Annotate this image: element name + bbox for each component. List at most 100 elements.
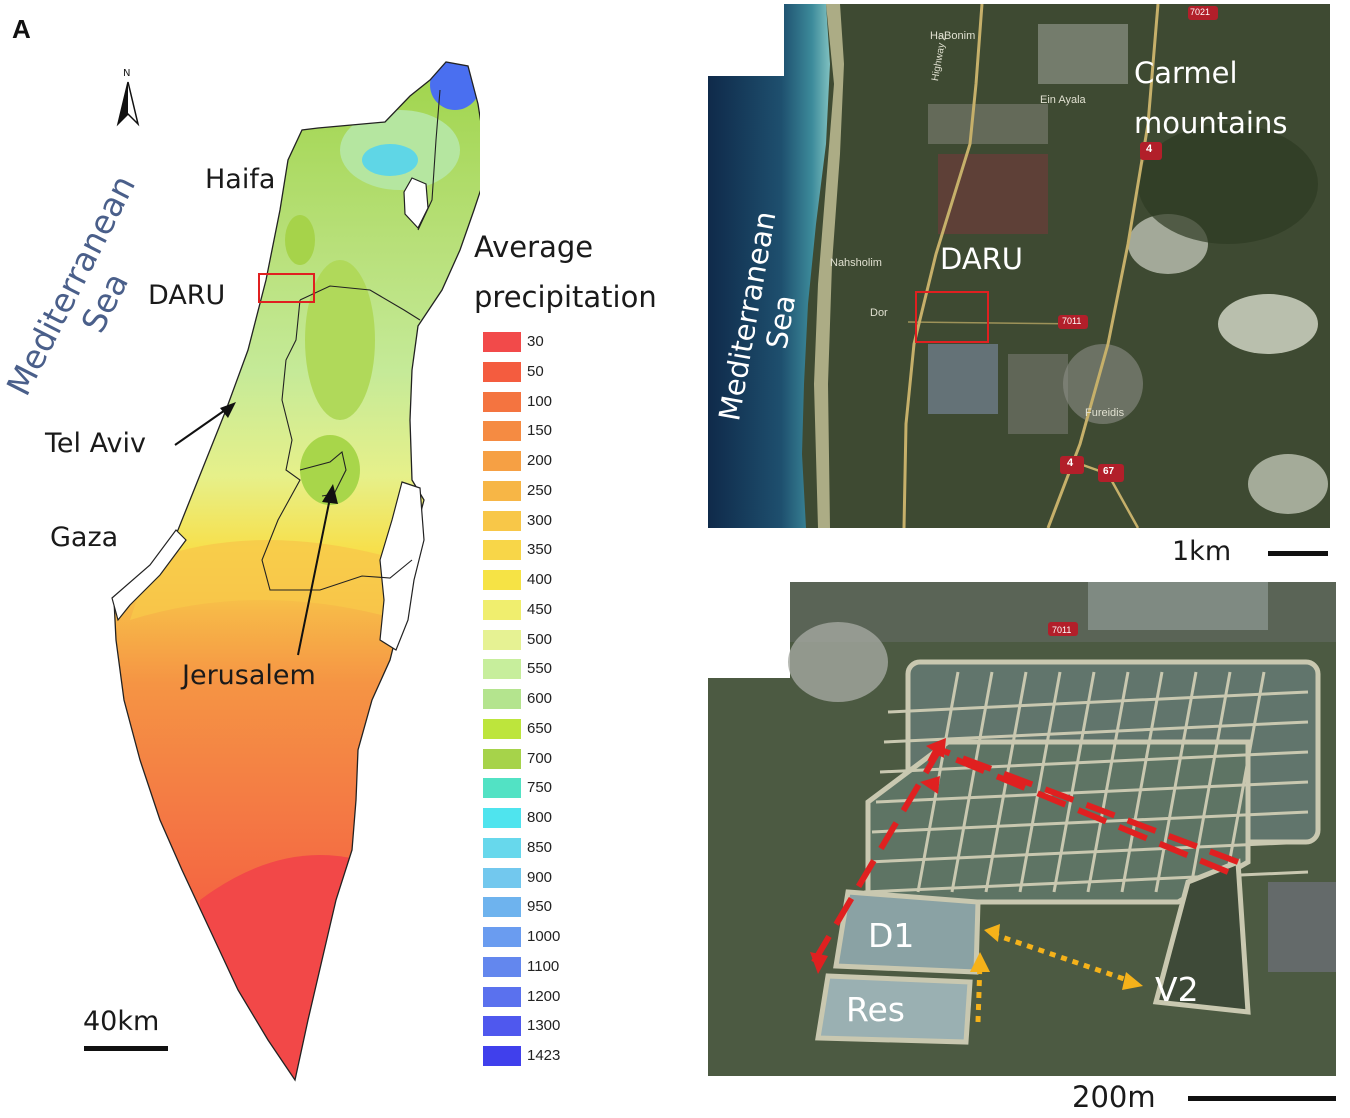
daru-label-b: DARU bbox=[940, 242, 1024, 276]
legend-swatch bbox=[483, 599, 521, 620]
scale-label-c: 200m bbox=[1072, 1080, 1156, 1114]
legend-item-800: 800 bbox=[483, 808, 603, 828]
road-shield-7011 bbox=[1058, 315, 1088, 329]
legend-swatch bbox=[483, 510, 521, 531]
road-label-4-top: 4 bbox=[1146, 143, 1153, 155]
legend-value: 1100 bbox=[527, 957, 560, 975]
legend-item-1200: 1200 bbox=[483, 986, 603, 1007]
legend-swatch bbox=[483, 778, 521, 799]
place-dor: Dor bbox=[870, 307, 888, 319]
road-label-67: 67 bbox=[1103, 466, 1115, 477]
legend-item-500: 500 bbox=[483, 629, 603, 650]
daru-site-aerial bbox=[708, 582, 1336, 1076]
satellite-map-region bbox=[708, 4, 1330, 528]
city-gaza: Gaza bbox=[50, 522, 119, 553]
legend-value: 900 bbox=[527, 868, 553, 886]
red-arrow-mid-icon bbox=[920, 776, 940, 794]
legend-item-1423: 1423 bbox=[483, 1046, 603, 1066]
daru-location-box bbox=[258, 273, 315, 303]
legend-value: 1300 bbox=[527, 1017, 561, 1035]
carmel-label: Carmel mountains bbox=[1134, 48, 1287, 148]
legend-swatch bbox=[483, 1016, 521, 1037]
legend-title-line2: precipitation bbox=[474, 280, 657, 314]
legend-swatch bbox=[483, 451, 521, 471]
scale-label-b: 1km bbox=[1172, 536, 1232, 567]
legend-value: 800 bbox=[527, 809, 553, 826]
legend-swatch bbox=[483, 986, 521, 1007]
legend-value: 1200 bbox=[527, 987, 561, 1005]
carmel-label-line1: Carmel bbox=[1134, 56, 1238, 90]
legend-value: 850 bbox=[527, 838, 553, 856]
yellow-arrow-up-icon bbox=[970, 952, 990, 972]
road-label-7021: 7021 bbox=[1190, 7, 1211, 17]
legend-item-1300: 1300 bbox=[483, 1016, 603, 1037]
legend-value: 700 bbox=[527, 749, 553, 767]
legend-value: 300 bbox=[527, 511, 553, 529]
daru-location-box-b bbox=[915, 291, 989, 343]
scale-bar-c bbox=[1188, 1096, 1336, 1101]
city-tel-aviv: Tel Aviv bbox=[45, 428, 146, 459]
legend-swatch bbox=[483, 808, 521, 828]
legend-value: 500 bbox=[527, 630, 553, 648]
legend-item-150: 150 bbox=[483, 421, 603, 442]
legend-item-1100: 1100 bbox=[483, 956, 603, 977]
legend-swatch bbox=[483, 897, 521, 918]
legend-swatch bbox=[483, 570, 521, 590]
road-shield-4-top bbox=[1140, 142, 1162, 160]
place-ein-ayala: Ein Ayala bbox=[1040, 94, 1086, 106]
legend-item-550: 550 bbox=[483, 659, 603, 680]
legend-value: 100 bbox=[527, 392, 553, 410]
legend-item-200: 200 bbox=[483, 451, 603, 471]
legend-swatch bbox=[483, 689, 521, 709]
jerusalem-arrow-icon bbox=[322, 484, 338, 504]
yellow-arrow-left-icon bbox=[984, 924, 1000, 942]
legend-item-1000: 1000 bbox=[483, 927, 603, 947]
legend-swatch bbox=[483, 718, 521, 739]
panel-label-a: A bbox=[12, 14, 31, 44]
north-label: N bbox=[123, 68, 131, 79]
legend-item-250: 250 bbox=[483, 480, 603, 501]
legend-item-350: 350 bbox=[483, 540, 603, 561]
road-shield-7021 bbox=[1188, 6, 1218, 20]
place-habonim: HaBonim bbox=[930, 30, 976, 42]
legend-item-700: 700 bbox=[483, 748, 603, 769]
legend-item-50: 50 bbox=[483, 361, 603, 382]
red-arrow-bottom-icon bbox=[810, 952, 828, 974]
city-daru: DARU bbox=[148, 280, 226, 311]
legend-value: 650 bbox=[527, 719, 553, 737]
scale-bar-a bbox=[84, 1046, 168, 1051]
legend-item-750: 750 bbox=[483, 778, 603, 799]
legend-item-900: 900 bbox=[483, 867, 603, 888]
pond-res bbox=[815, 973, 973, 1045]
israel-precipitation-map bbox=[84, 61, 480, 1082]
road-shield-c bbox=[1048, 622, 1078, 636]
legend-swatch bbox=[483, 748, 521, 769]
legend-swatch bbox=[483, 361, 521, 382]
legend-swatch bbox=[483, 421, 521, 442]
legend-swatch bbox=[483, 956, 521, 977]
legend-item-400: 400 bbox=[483, 570, 603, 590]
legend-value: 1423 bbox=[527, 1047, 561, 1064]
legend-value: 400 bbox=[527, 571, 553, 588]
legend-value: 50 bbox=[527, 362, 544, 380]
legend-item-450: 450 bbox=[483, 599, 603, 620]
carmel-label-line2: mountains bbox=[1134, 106, 1288, 140]
scale-bar-b bbox=[1268, 551, 1328, 556]
legend-value: 200 bbox=[527, 452, 553, 469]
legend-value: 950 bbox=[527, 898, 553, 916]
legend-swatch bbox=[483, 837, 521, 858]
legend-item-950: 950 bbox=[483, 897, 603, 918]
legend-swatch bbox=[483, 867, 521, 888]
legend-swatch bbox=[483, 391, 521, 412]
legend-item-100: 100 bbox=[483, 391, 603, 412]
legend-value: 30 bbox=[527, 333, 544, 350]
legend-value: 250 bbox=[527, 481, 553, 499]
fish-pond-grid bbox=[863, 671, 1309, 894]
road-label-7011: 7011 bbox=[1062, 316, 1082, 326]
legend-value: 600 bbox=[527, 690, 553, 707]
legend-item-600: 600 bbox=[483, 689, 603, 709]
pond-label-d1: D1 bbox=[868, 916, 915, 955]
road-shield-67 bbox=[1098, 464, 1124, 482]
place-fureidis: Fureidis bbox=[1085, 407, 1125, 419]
legend-item-30: 30 bbox=[483, 332, 603, 352]
